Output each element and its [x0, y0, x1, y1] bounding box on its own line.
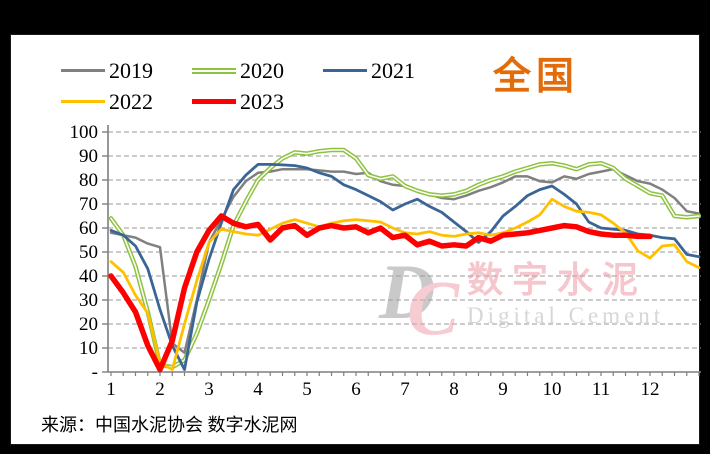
x-tick-label: 1 — [106, 379, 116, 400]
x-tick-label: 10 — [543, 379, 562, 400]
legend-label-2019: 2019 — [109, 57, 153, 83]
series-line-2021 — [109, 162, 701, 372]
legend-label-2021: 2021 — [371, 57, 415, 83]
legend-item-2019: 2019 — [61, 57, 192, 83]
x-tick-label: 5 — [302, 379, 312, 400]
series-line-inner-2020 — [110, 149, 700, 368]
y-tick-label: 80 — [79, 170, 98, 191]
y-tick-label: 70 — [79, 194, 98, 215]
x-tick-label: 4 — [253, 379, 263, 400]
series-line-2020 — [108, 147, 701, 370]
chart-legend: 2019 2020 2021 2022 2023 — [61, 55, 501, 117]
legend-label-2020: 2020 — [240, 57, 284, 83]
legend-item-2022: 2022 — [61, 88, 192, 114]
y-tick-label: - — [92, 362, 98, 383]
x-tick-label: 2 — [155, 379, 165, 400]
y-tick-label: 20 — [79, 314, 98, 335]
y-tick-label: 40 — [79, 266, 98, 287]
y-tick-label: 50 — [79, 242, 98, 263]
series-line-2023 — [108, 213, 653, 373]
legend-line-swatch-2023 — [192, 99, 236, 104]
y-tick-label: 10 — [79, 338, 98, 359]
y-tick-label: 60 — [79, 218, 98, 239]
y-tick-label: 100 — [70, 122, 99, 143]
legend-item-2023: 2023 — [192, 88, 323, 114]
x-tick-label: 12 — [641, 379, 660, 400]
legend-item-2021: 2021 — [323, 57, 454, 83]
x-tick-label: 9 — [498, 379, 508, 400]
legend-row: 2019 2020 2021 — [61, 55, 501, 86]
legend-label-2022: 2022 — [109, 88, 153, 114]
legend-line-swatch-2019 — [61, 69, 105, 72]
x-tick-label: 6 — [351, 379, 361, 400]
chart-title: 全国 — [493, 56, 580, 98]
legend-line-swatch-2021 — [323, 69, 367, 72]
legend-item-2020: 2020 — [192, 57, 323, 83]
x-tick-label: 11 — [592, 379, 610, 400]
x-tick-label: 8 — [449, 379, 459, 400]
legend-line-swatch-2022 — [61, 100, 105, 103]
legend-row: 2022 2023 — [61, 86, 501, 117]
x-tick-label: 7 — [400, 379, 410, 400]
y-tick-label: 30 — [79, 290, 98, 311]
x-tick-label: 3 — [204, 379, 214, 400]
y-tick-label: 90 — [79, 146, 98, 167]
legend-line-swatch-2020 — [192, 67, 236, 74]
source-caption: 来源：中国水泥协会 数字水泥网 — [41, 415, 298, 435]
chart-panel: 2019 2020 2021 2022 2023 全国 100 90 80 70 60 50 40 3… — [10, 34, 701, 445]
legend-label-2023: 2023 — [240, 88, 284, 114]
